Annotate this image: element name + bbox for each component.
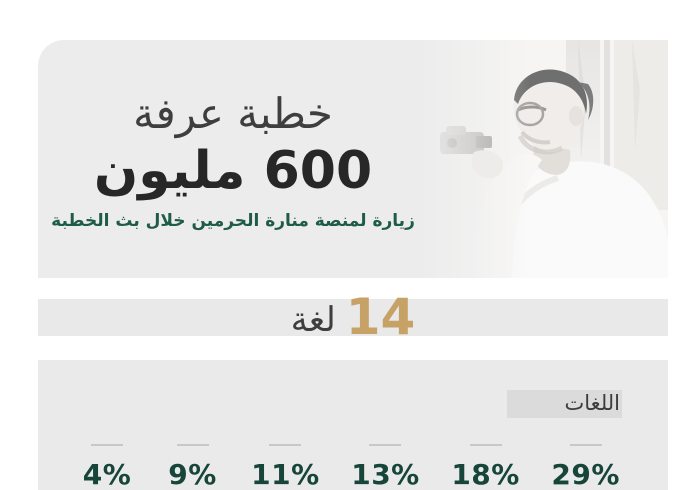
languages-count-group: 14 لغة (38, 292, 668, 342)
percent-value: 29% (551, 458, 620, 490)
page-title: خطبة عرفة (133, 88, 333, 138)
languages-chart-section: اللغات 4% 9% 11% 13% 18% 29% (38, 360, 668, 490)
percent-item: 9% (166, 444, 220, 490)
percent-item: 18% (451, 444, 520, 490)
languages-count-number: 14 (345, 288, 416, 346)
percent-value: 13% (351, 458, 420, 490)
tick-dash (91, 444, 123, 446)
tick-dash (176, 444, 209, 446)
percent-item: 13% (351, 444, 420, 490)
man-with-camera-illustration (418, 40, 668, 278)
percentages-row: 4% 9% 11% 13% 18% 29% (38, 444, 668, 490)
percent-item: 4% (80, 444, 134, 490)
languages-label: اللغات (564, 391, 620, 415)
visits-stat-description: زيارة لمنصة منارة الحرمين خلال بث الخطبة (51, 211, 415, 232)
preacher-photo (418, 40, 668, 278)
languages-count-band: 14 لغة (38, 292, 668, 342)
tick-dash (469, 444, 502, 446)
tick-dash (369, 444, 402, 446)
languages-count-unit: لغة (290, 300, 336, 340)
tick-dash (269, 444, 302, 446)
header-text-block: خطبة عرفة 600 مليون زيارة لمنصة منارة ال… (38, 40, 428, 278)
percent-value: 4% (82, 458, 132, 490)
languages-label-wrap: اللغات (506, 390, 622, 418)
tick-dash (569, 444, 602, 446)
percent-value: 9% (168, 458, 217, 490)
percent-value: 18% (451, 458, 520, 490)
visits-stat-value: 600 مليون (93, 140, 373, 201)
percent-item: 11% (251, 444, 320, 490)
percent-item: 29% (551, 444, 620, 490)
percent-value: 11% (251, 458, 320, 490)
header-card: خطبة عرفة 600 مليون زيارة لمنصة منارة ال… (38, 40, 668, 278)
label-highlight: اللغات (506, 390, 622, 418)
